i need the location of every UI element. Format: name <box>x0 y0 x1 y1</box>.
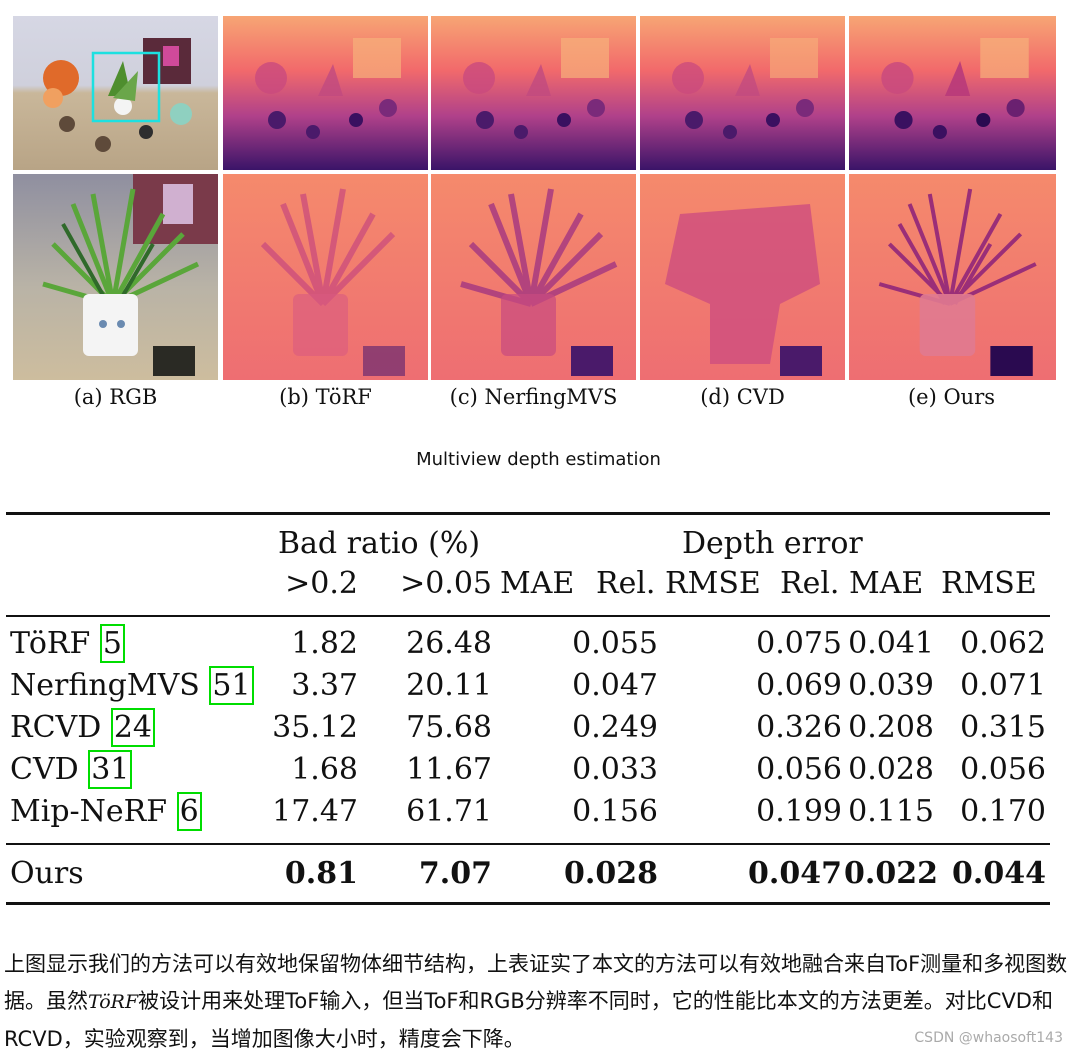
subcaption-torf: (b) TöRF <box>279 385 372 409</box>
table-cell: 0.075 <box>756 626 842 661</box>
citation-link[interactable]: 6 <box>176 792 202 831</box>
nerfingmvs-depth-closeup <box>431 174 636 380</box>
col-header-4: Rel. MAE <box>780 566 924 601</box>
group-header-depth-error: Depth error <box>682 526 863 561</box>
table-cell: 0.315 <box>960 710 1046 745</box>
group-header-bad-ratio: Bad ratio (%) <box>278 526 481 561</box>
table-bottom-rule <box>6 902 1050 905</box>
depth-figure <box>13 16 1056 380</box>
torf-depth-closeup <box>223 174 428 380</box>
table-cell: 35.12 <box>272 710 358 745</box>
subcaption-rgb: (a) RGB <box>73 385 158 409</box>
table-cell: 0.028 <box>848 752 934 787</box>
col-header-3: Rel. RMSE <box>596 566 761 601</box>
table-cell: 17.47 <box>272 794 358 829</box>
table-cell: 0.115 <box>848 794 934 829</box>
method-name: CVD 31 <box>10 750 133 789</box>
inline-term-torf: TöRF <box>88 991 139 1013</box>
ours-depth-closeup <box>849 174 1056 380</box>
table-cell: 3.37 <box>291 668 358 703</box>
table-cell: 0.326 <box>756 710 842 745</box>
table-cell: 0.047 <box>748 856 842 891</box>
subcaption-ours: (e) Ours <box>907 385 996 409</box>
method-name: RCVD 24 <box>10 708 155 747</box>
citation-link[interactable]: 5 <box>99 624 125 663</box>
body-paragraph: 上图显示我们的方法可以有效地保留物体细节结构，上表证实了本文的方法可以有效地融合… <box>4 946 1070 1058</box>
method-name: Ours <box>10 856 84 891</box>
paragraph-part-1: 上图显示我们的方法可以有效地保留物体细节结构，上表证实了本文的方法可以有效地融合… <box>4 952 1068 1013</box>
rgb-closeup-image <box>13 174 218 380</box>
table-cell: 7.07 <box>418 856 492 891</box>
col-header-1: >0.05 <box>400 566 492 601</box>
table-cell: 0.071 <box>960 668 1046 703</box>
table-cell: 0.81 <box>284 856 358 891</box>
table-cell: 0.033 <box>572 752 658 787</box>
col-header-5: RMSE <box>941 566 1037 601</box>
table-cell: 0.044 <box>952 856 1046 891</box>
table-cell: 0.199 <box>756 794 842 829</box>
table-cell: 0.022 <box>844 856 938 891</box>
cvd-depth-overview <box>640 16 845 170</box>
citation-link[interactable]: 51 <box>209 666 254 705</box>
torf-depth-overview <box>223 16 428 170</box>
col-header-2: MAE <box>500 566 575 601</box>
table-cell: 0.041 <box>848 626 934 661</box>
method-name: TöRF 5 <box>10 624 125 663</box>
table-cell: 0.170 <box>960 794 1046 829</box>
table-header-rule <box>6 615 1050 617</box>
table-cell: 0.056 <box>960 752 1046 787</box>
table-cell: 0.156 <box>572 794 658 829</box>
ours-depth-overview <box>849 16 1056 170</box>
subcaption-nerfingmvs: (c) NerfingMVS <box>449 385 618 409</box>
table-cell: 20.11 <box>406 668 492 703</box>
table-top-rule <box>6 512 1050 515</box>
subcaption-row: (a) RGB (b) TöRF (c) NerfingMVS (d) CVD … <box>13 385 1056 415</box>
subcaption-cvd: (d) CVD <box>700 385 785 409</box>
rgb-overview-image <box>13 16 218 170</box>
table-cell: 61.71 <box>406 794 492 829</box>
table-cell: 0.249 <box>572 710 658 745</box>
table-cell: 0.056 <box>756 752 842 787</box>
table-cell: 0.028 <box>564 856 658 891</box>
table-cell: 26.48 <box>406 626 492 661</box>
table-cell: 1.68 <box>291 752 358 787</box>
watermark: CSDN @whaosoft143 <box>914 1030 1063 1046</box>
table-cell: 75.68 <box>406 710 492 745</box>
cvd-depth-closeup <box>640 174 845 380</box>
table-cell: 0.062 <box>960 626 1046 661</box>
table-cell: 11.67 <box>406 752 492 787</box>
col-header-0: >0.2 <box>285 566 358 601</box>
figure-title: Multiview depth estimation <box>416 449 661 470</box>
method-name: NerfingMVS 51 <box>10 666 254 705</box>
table-cell: 0.069 <box>756 668 842 703</box>
paragraph-part-2: 被设计用来处理ToF输入，但当ToF和RGB分辨率不同时，它的性能比本文的方法更… <box>4 989 1053 1051</box>
nerfingmvs-depth-overview <box>431 16 636 170</box>
table-cell: 0.055 <box>572 626 658 661</box>
table-mid-rule <box>6 843 1050 845</box>
method-name: Mip-NeRF 6 <box>10 792 202 831</box>
table-cell: 0.047 <box>572 668 658 703</box>
citation-link[interactable]: 31 <box>88 750 133 789</box>
citation-link[interactable]: 24 <box>110 708 155 747</box>
table-cell: 0.039 <box>848 668 934 703</box>
table-cell: 1.82 <box>291 626 358 661</box>
table-cell: 0.208 <box>848 710 934 745</box>
